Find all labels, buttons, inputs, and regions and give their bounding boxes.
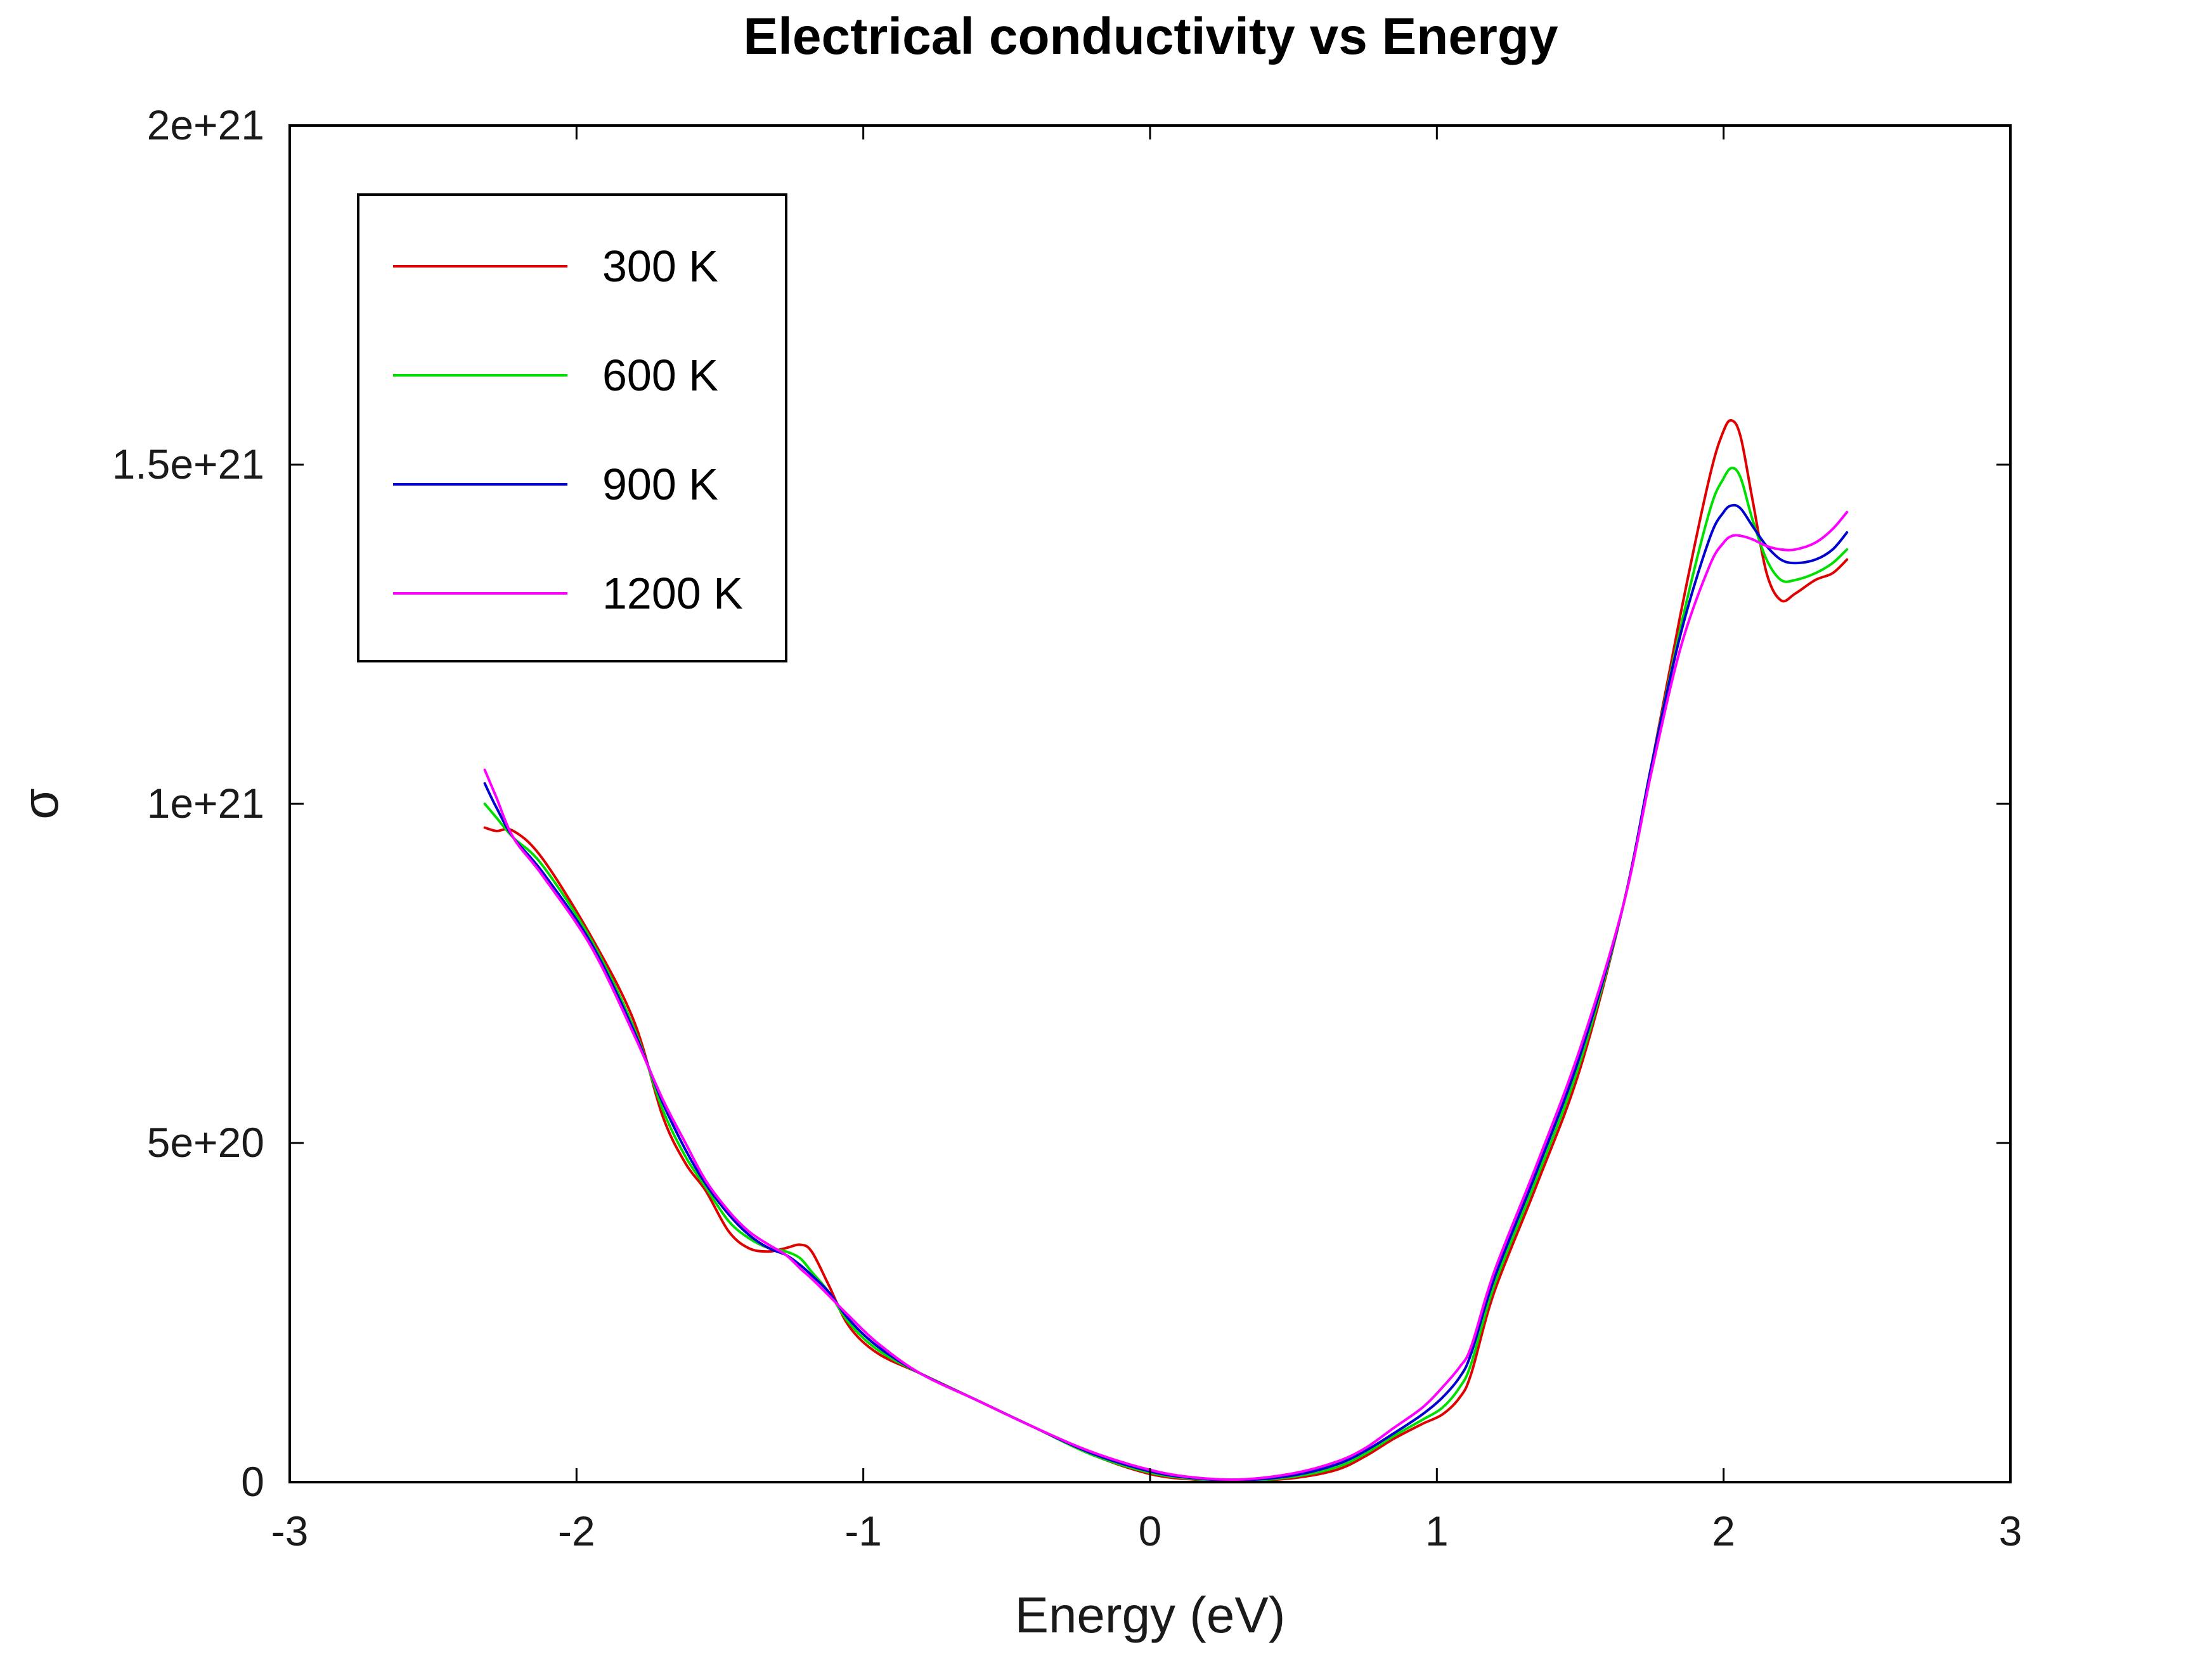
x-tick-label: 3 <box>1999 1507 2022 1554</box>
series-line-1200-k <box>483 510 1849 1481</box>
y-tick-label: 2e+21 <box>147 101 264 148</box>
legend-label: 300 K <box>602 242 718 291</box>
legend-label: 1200 K <box>602 569 743 618</box>
y-tick-label: 0 <box>241 1458 264 1505</box>
legend-box <box>357 193 787 662</box>
x-tick-label: 1 <box>1425 1507 1449 1554</box>
legend-label: 900 K <box>602 460 718 509</box>
chart-title: Electrical conductivity vs Energy <box>743 8 1558 65</box>
y-axis-label: σ <box>12 788 68 819</box>
x-tick-label: -3 <box>271 1507 309 1554</box>
plot-area-frame <box>288 124 2012 1483</box>
x-tick-label: 0 <box>1139 1507 1162 1554</box>
y-tick-label: 1e+21 <box>147 780 264 827</box>
series-line-900-k <box>483 503 1849 1481</box>
series-line-600-k <box>483 467 1849 1482</box>
series-layer <box>483 419 1849 1483</box>
y-tick-label: 5e+20 <box>147 1119 264 1166</box>
x-tick-label: 2 <box>1712 1507 1735 1554</box>
x-tick-label: -1 <box>844 1507 882 1554</box>
tick-layer: -3 -2 -1 0 1 2 3 0 5e+20 1e+21 1.5e+21 2e+21 <box>112 101 2022 1554</box>
x-axis-label: Energy (eV) <box>1015 1587 1286 1643</box>
y-tick-label: 1.5e+21 <box>112 441 264 487</box>
series-line-300-k <box>483 419 1849 1483</box>
legend: 300 K 600 K 900 K 1200 K <box>357 193 787 662</box>
legend-entries: 300 K 600 K 900 K 1200 K <box>393 242 743 618</box>
legend-label: 600 K <box>602 351 718 400</box>
x-tick-label: -2 <box>558 1507 595 1554</box>
